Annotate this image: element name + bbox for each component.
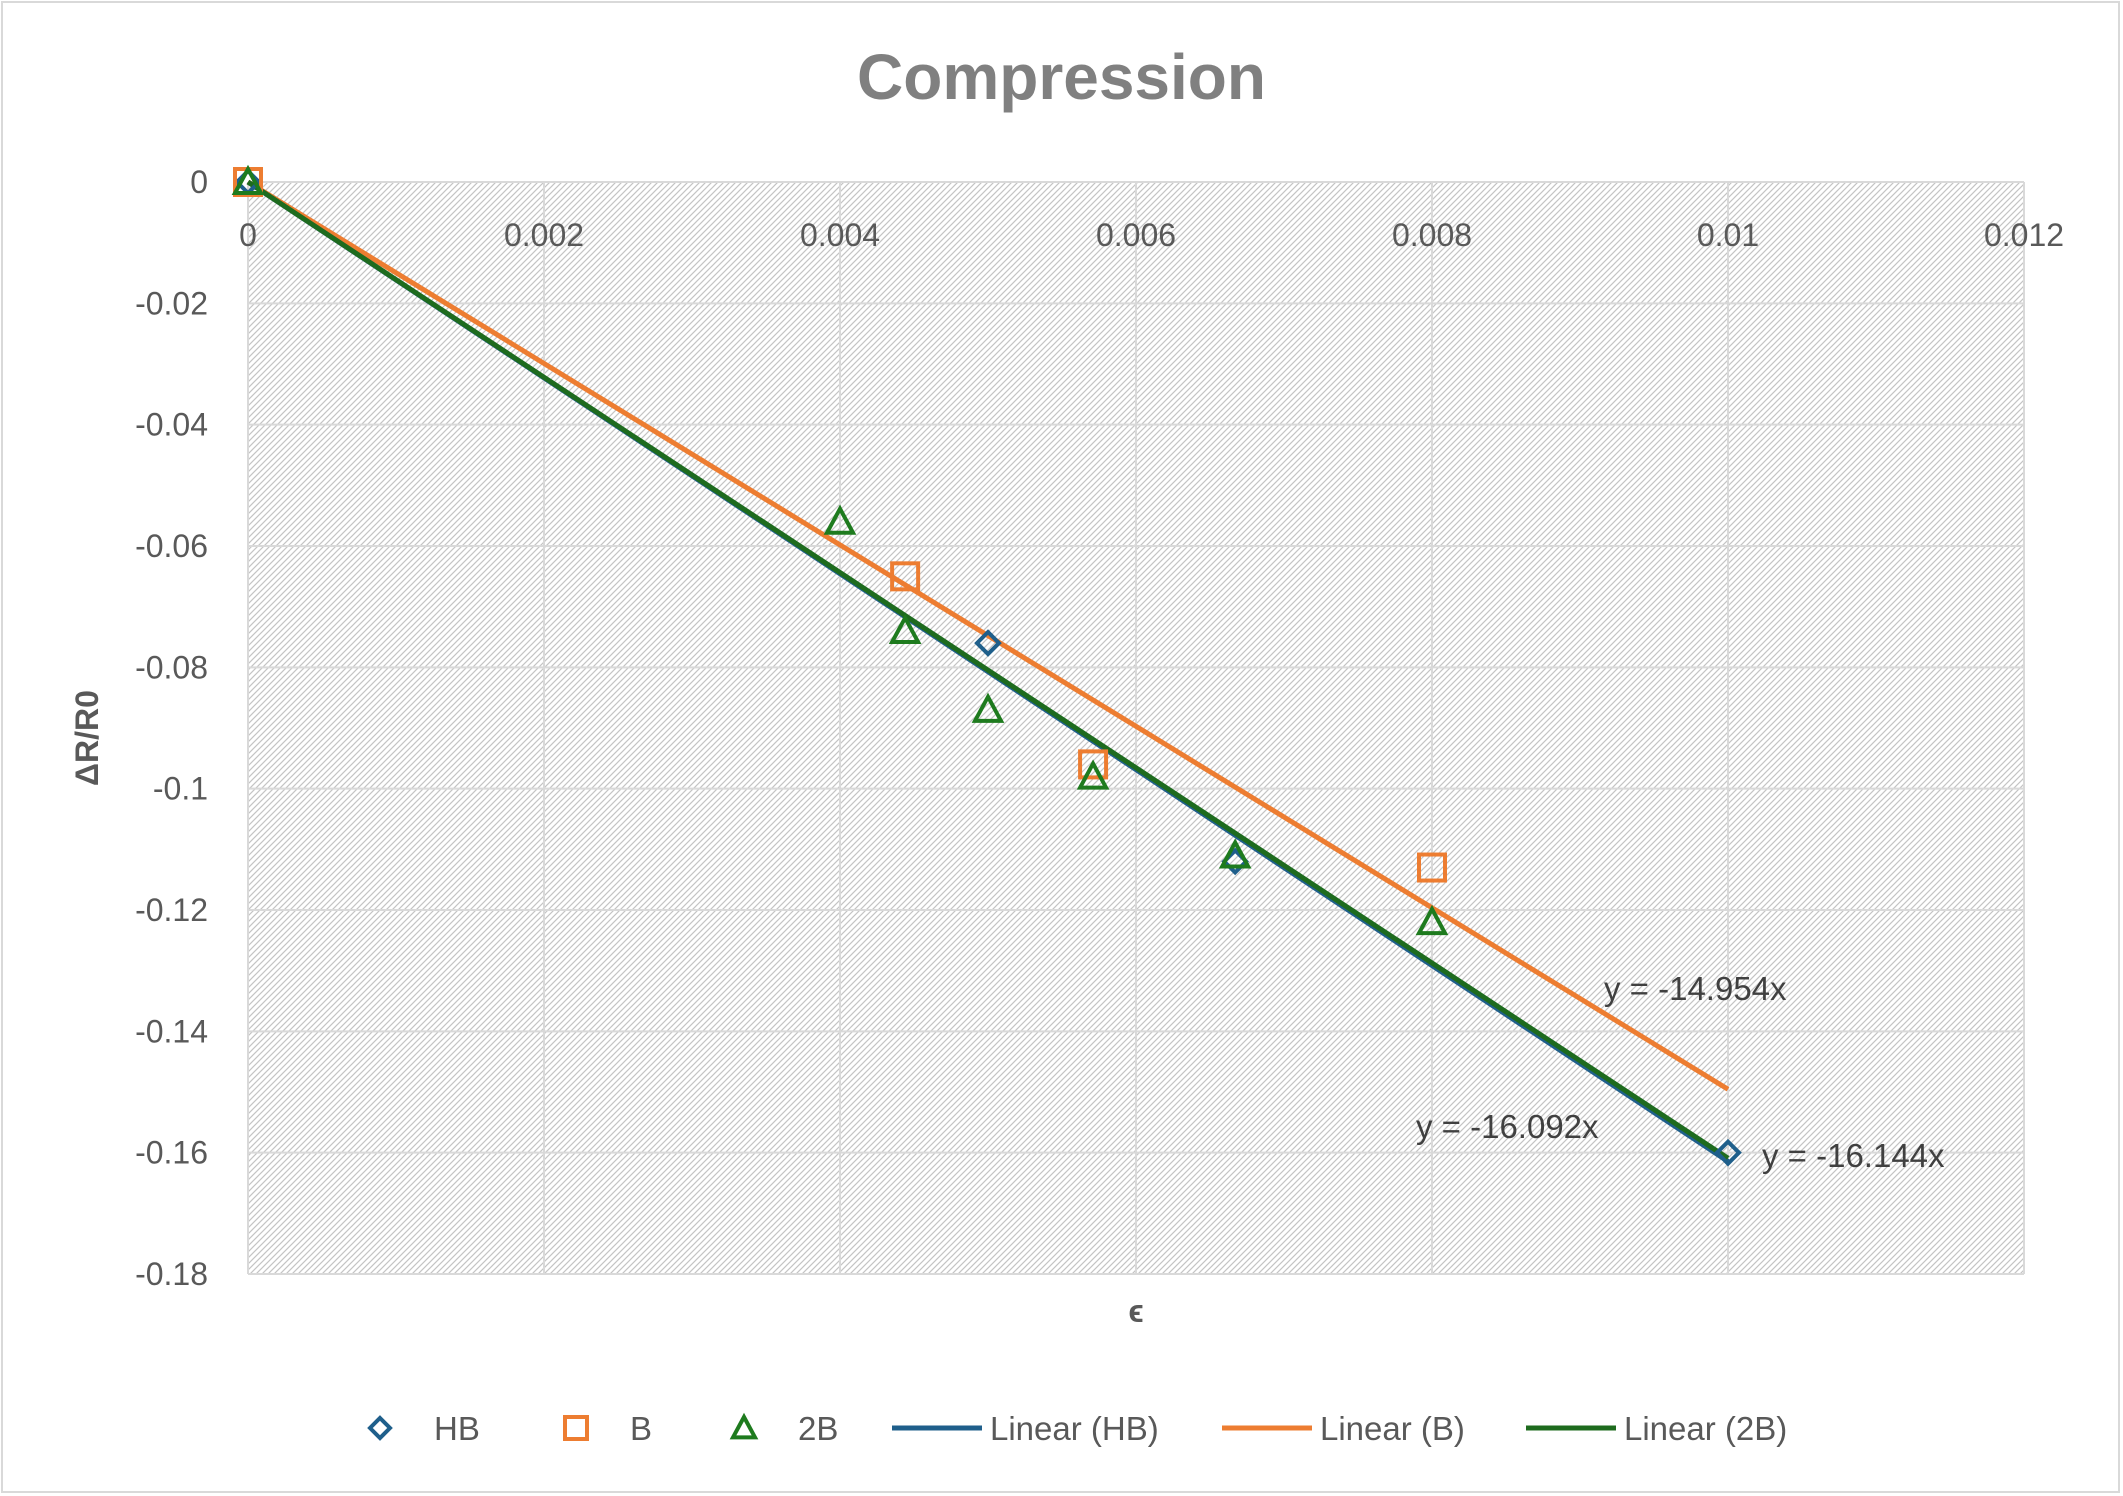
y-tick-label: -0.06 (135, 528, 208, 564)
data-point-2b (1076, 759, 1110, 790)
legend-item-hb: HB (367, 1410, 480, 1447)
y-tick-label: -0.12 (135, 892, 208, 928)
data-point-2b (888, 613, 922, 644)
y-tick-label: -0.16 (135, 1135, 208, 1171)
data-point-2b (231, 164, 265, 196)
data-point-2b (971, 692, 1005, 723)
trendline-linear-2b (246, 179, 1730, 1161)
equation-label-linear-b: y = -14.954x (1604, 970, 1787, 1007)
legend-marker-b (563, 1415, 589, 1441)
y-tick-label: -0.18 (135, 1256, 208, 1292)
legend-item-linear-b: Linear (B) (1222, 1410, 1465, 1447)
x-tick-label: 0.008 (1392, 217, 1472, 253)
legend-item-b: B (563, 1410, 652, 1447)
legend-label: Linear (B) (1320, 1410, 1465, 1447)
x-tick-label: 0.01 (1697, 217, 1759, 253)
y-tick-label: -0.04 (135, 407, 208, 443)
trendlines (246, 179, 1730, 1164)
legend-label: Linear (2B) (1624, 1410, 1787, 1447)
legend-label: Linear (HB) (990, 1410, 1159, 1447)
legend-label: HB (434, 1410, 480, 1447)
data-point-2b (1415, 904, 1449, 936)
chart-title: Compression (857, 41, 1266, 113)
y-tick-label: -0.08 (135, 649, 208, 685)
data-points (231, 164, 1742, 1167)
data-point-b (890, 561, 921, 592)
x-tick-label: 0.004 (800, 217, 880, 253)
legend-item-linear-hb: Linear (HB) (892, 1410, 1159, 1447)
legend-label: 2B (798, 1410, 838, 1447)
legend-marker-2b (729, 1412, 759, 1440)
legend: HB B 2B Linear (HB) Linear (B) Linear (2B) (367, 1410, 1787, 1447)
data-point-b (1417, 852, 1447, 883)
y-tick-label: 0 (190, 164, 208, 200)
trendline-linear-b (246, 179, 1730, 1092)
legend-marker-hb (367, 1415, 393, 1441)
data-point-b (1078, 749, 1109, 780)
data-point-2b (823, 504, 857, 535)
y-tick-label: -0.1 (153, 771, 208, 807)
trendline-equations: y = -16.144x y = -14.954x y = -16.092x (1416, 970, 1945, 1174)
x-axis-title: ϵ (1128, 1293, 1143, 1329)
legend-label: B (630, 1410, 652, 1447)
data-point-hb (974, 629, 1002, 657)
legend-item-linear-2b: Linear (2B) (1526, 1410, 1787, 1447)
x-tick-label: 0 (239, 217, 257, 253)
x-tick-label: 0.012 (1984, 217, 2064, 253)
equation-label-linear-hb: y = -16.144x (1762, 1137, 1945, 1174)
y-axis-title: ΔR/R0 (69, 690, 105, 786)
tick-labels: 0 0.002 0.004 0.006 0.008 0.01 0.012 0 -0.02 -0.0… (135, 164, 2064, 1292)
y-tick-label: -0.14 (135, 1013, 208, 1049)
legend-item-2b: 2B (729, 1410, 838, 1447)
x-tick-label: 0.002 (504, 217, 584, 253)
equation-label-linear-2b: y = -16.092x (1416, 1108, 1599, 1145)
y-tick-label: -0.02 (135, 285, 208, 321)
data-point-2b (1218, 838, 1252, 869)
data-point-hb (1714, 1138, 1742, 1167)
x-tick-label: 0.006 (1096, 217, 1176, 253)
